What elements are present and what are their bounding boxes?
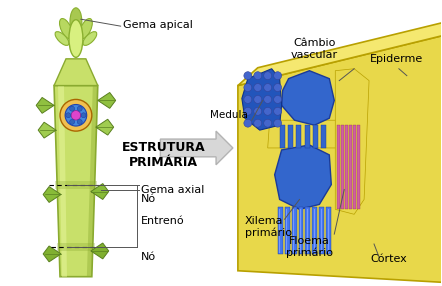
Polygon shape (313, 125, 318, 148)
Ellipse shape (80, 19, 92, 39)
Polygon shape (292, 207, 297, 254)
Polygon shape (357, 125, 360, 209)
Circle shape (254, 96, 262, 103)
Polygon shape (288, 125, 293, 148)
Polygon shape (160, 131, 233, 165)
Ellipse shape (60, 19, 72, 39)
Circle shape (254, 72, 262, 80)
Text: Epiderme: Epiderme (370, 54, 423, 64)
Circle shape (264, 119, 272, 127)
Circle shape (254, 119, 262, 127)
Polygon shape (335, 69, 369, 214)
Polygon shape (282, 71, 334, 125)
Polygon shape (353, 125, 356, 209)
Circle shape (66, 113, 71, 118)
Text: ESTRUTURA
PRIMÁRIA: ESTRUTURA PRIMÁRIA (122, 141, 205, 169)
Polygon shape (91, 184, 109, 199)
Circle shape (274, 119, 282, 127)
Polygon shape (54, 59, 98, 86)
Text: Nó: Nó (141, 194, 156, 204)
Circle shape (274, 107, 282, 115)
Ellipse shape (83, 32, 97, 45)
Circle shape (71, 110, 81, 120)
Polygon shape (43, 246, 61, 262)
Text: Córtex: Córtex (370, 254, 408, 264)
Polygon shape (55, 181, 97, 188)
Polygon shape (38, 122, 56, 138)
Polygon shape (296, 125, 301, 148)
Polygon shape (274, 145, 332, 209)
Circle shape (70, 106, 75, 111)
Polygon shape (298, 207, 304, 254)
Text: Gema axial: Gema axial (141, 184, 204, 194)
Polygon shape (54, 86, 98, 277)
Circle shape (264, 72, 272, 80)
Circle shape (244, 84, 252, 92)
Polygon shape (285, 207, 290, 254)
Ellipse shape (55, 32, 69, 45)
Polygon shape (43, 186, 61, 202)
Circle shape (244, 107, 252, 115)
Text: Gema apical: Gema apical (122, 20, 193, 30)
Polygon shape (280, 125, 285, 148)
Circle shape (254, 84, 262, 92)
Circle shape (77, 119, 82, 124)
Text: Floema
primário: Floema primário (286, 236, 333, 258)
Polygon shape (326, 207, 332, 254)
Polygon shape (305, 207, 310, 254)
Circle shape (244, 119, 252, 127)
Text: Xilema
primário: Xilema primário (245, 216, 292, 238)
Polygon shape (91, 243, 109, 259)
Polygon shape (87, 86, 98, 277)
Polygon shape (238, 16, 442, 86)
Ellipse shape (70, 8, 82, 35)
Polygon shape (268, 120, 344, 148)
Circle shape (264, 107, 272, 115)
Circle shape (65, 104, 87, 126)
Polygon shape (312, 207, 317, 254)
Polygon shape (320, 207, 324, 254)
Circle shape (60, 100, 92, 131)
Circle shape (264, 96, 272, 103)
Polygon shape (242, 69, 282, 130)
Text: Medula: Medula (210, 110, 248, 120)
Polygon shape (341, 125, 344, 209)
Circle shape (244, 96, 252, 103)
Text: Câmbio
vascular: Câmbio vascular (291, 38, 338, 60)
Circle shape (254, 107, 262, 115)
Circle shape (274, 96, 282, 103)
Text: Entrenó: Entrenó (141, 216, 184, 226)
Polygon shape (345, 125, 348, 209)
Circle shape (244, 72, 252, 80)
Polygon shape (98, 92, 116, 108)
Circle shape (70, 119, 75, 124)
Circle shape (81, 113, 86, 118)
Circle shape (264, 84, 272, 92)
Polygon shape (36, 98, 54, 113)
Circle shape (274, 84, 282, 92)
Circle shape (274, 72, 282, 80)
Polygon shape (321, 125, 326, 148)
Polygon shape (238, 34, 442, 283)
Polygon shape (337, 125, 340, 209)
Polygon shape (349, 125, 352, 209)
Polygon shape (58, 86, 67, 277)
Polygon shape (278, 207, 282, 254)
Polygon shape (96, 119, 114, 135)
Text: Nó: Nó (141, 252, 156, 262)
Polygon shape (57, 243, 95, 251)
Ellipse shape (69, 20, 83, 57)
Circle shape (77, 106, 82, 111)
Polygon shape (305, 125, 310, 148)
